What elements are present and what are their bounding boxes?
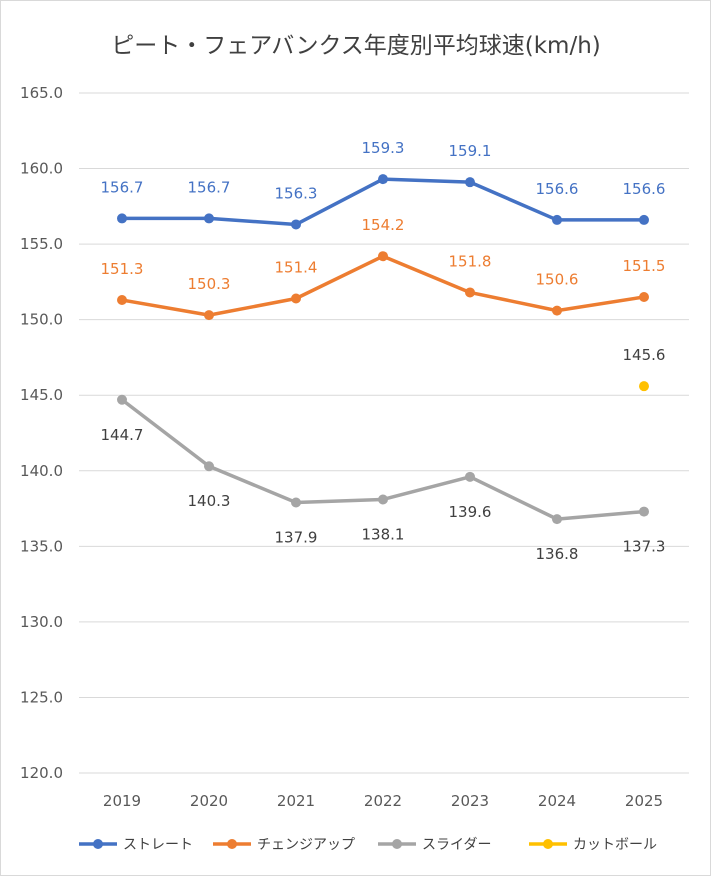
y-tick-label: 130.0 [20,613,63,631]
y-tick-label: 165.0 [20,84,63,102]
data-point [552,305,562,316]
data-point [291,293,301,304]
legend-item: チェンジアップ [213,837,355,853]
legend-marker [543,839,553,849]
data-point [204,213,214,224]
legend-label: チェンジアップ [257,837,355,853]
y-tick-label: 135.0 [20,537,63,555]
data-point [552,514,562,525]
legend-item: スライダー [378,837,491,853]
data-point [204,461,214,472]
x-tick-label: 2025 [625,792,663,810]
data-point [639,506,649,517]
y-tick-label: 155.0 [20,235,63,253]
legend-label: スライダー [422,837,491,853]
x-tick-label: 2021 [277,792,315,810]
legend-marker [93,839,103,849]
data-label-layer: 156.7 156.7 156.3 159.3 159.1 156.6 156.6 151.3… [101,139,666,563]
data-label: 139.6 [449,503,492,521]
data-label: 156.7 [101,178,144,196]
data-label: 136.8 [536,545,579,563]
data-label: 140.3 [188,492,231,510]
x-tick-label: 2020 [190,792,228,810]
data-point [639,292,649,302]
data-point [639,214,649,225]
data-label: 151.5 [623,257,666,275]
data-point [117,295,127,306]
data-point [117,213,127,224]
data-point [378,174,388,185]
data-point [465,287,475,298]
x-tick-label: 2024 [538,792,576,810]
y-tick-label: 120.0 [20,764,63,782]
data-point [465,177,475,188]
legend: ストレート チェンジアップ スライダー カットボール [79,837,657,853]
y-tick-label: 125.0 [20,688,63,706]
legend-item: カットボール [529,837,657,853]
y-tick-label: 150.0 [20,311,63,329]
data-point [378,251,388,262]
y-tick-label: 145.0 [20,386,63,404]
data-point [117,394,127,405]
x-tick-label: 2022 [364,792,402,810]
data-label: 154.2 [362,216,405,234]
data-label: 159.3 [362,139,405,157]
legend-label: ストレート [123,837,193,853]
data-label: 150.3 [188,275,231,293]
data-label: 156.6 [536,180,579,198]
y-tick-label: 160.0 [20,160,63,178]
chart-title: ピート・フェアバンクス年度別平均球速(km/h) [111,33,601,59]
legend-marker [227,839,237,849]
legend-marker [392,839,402,849]
x-tick-label: 2019 [103,792,141,810]
data-point [465,471,475,482]
grid-layer [79,92,689,774]
data-point [204,310,214,321]
x-tick-label: 2023 [451,792,489,810]
data-label: 150.6 [536,271,579,289]
data-label: 151.3 [101,260,144,278]
data-point [552,214,562,225]
y-tick-label: 140.0 [20,462,63,480]
data-label: 137.3 [623,538,666,556]
data-label: 151.4 [275,259,318,277]
data-label: 145.6 [623,346,666,364]
data-label: 151.8 [449,252,492,270]
data-point [378,494,388,505]
legend-item: ストレート [79,837,193,853]
data-label: 156.6 [623,180,666,198]
data-label: 159.1 [449,142,492,160]
data-label: 138.1 [362,525,405,543]
legend-label: カットボール [573,837,657,853]
data-label: 156.3 [275,184,318,202]
axis-layer: 120.0 125.0 130.0 135.0 140.0 145.0 150.0 155.0… [20,84,663,810]
data-point [291,219,301,230]
data-label: 137.9 [275,529,318,547]
data-point [291,497,301,508]
data-label: 156.7 [188,178,231,196]
data-point [639,381,649,392]
data-label: 144.7 [101,426,144,444]
series-layer [117,174,649,525]
